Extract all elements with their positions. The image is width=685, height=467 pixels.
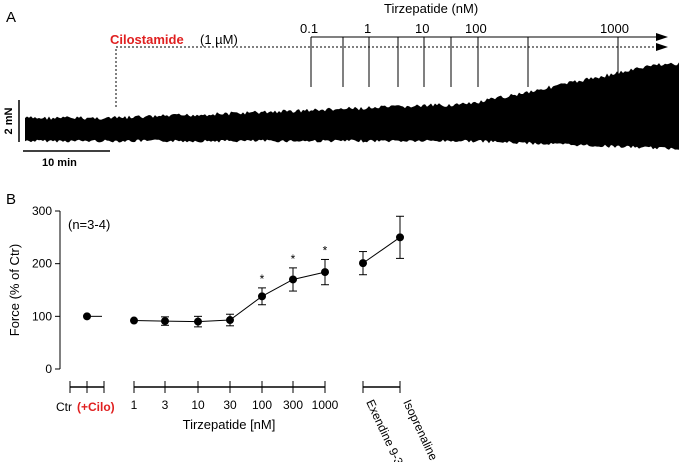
data-point — [194, 317, 202, 326]
tirzepatide-axis-label: Tirzepatide [nM] — [183, 417, 276, 432]
x-tick-label: 30 — [223, 398, 237, 412]
x-tick-label: 3 — [162, 398, 169, 412]
force-trace — [25, 62, 679, 150]
exendine-label: Exendine 9-39 — [363, 397, 409, 462]
data-point — [161, 317, 169, 326]
series-line — [362, 236, 401, 264]
y-tick-label: 100 — [32, 309, 52, 323]
series-exendine-isoprenaline — [359, 215, 404, 276]
x-tick-label: 1000 — [312, 398, 339, 412]
x-axes: 1 3 10 30 100 300 1000 — [69, 381, 401, 412]
tick-label-1: 1 — [364, 21, 371, 36]
x-tick-label: 300 — [283, 398, 303, 412]
y-axis-label: Force (% of Ctr) — [7, 244, 22, 336]
data-point — [396, 233, 404, 242]
cilostamide-label: Cilostamide — [110, 32, 184, 47]
cilostamide-dashed-line — [115, 46, 656, 107]
significance-star: * — [291, 252, 296, 266]
y-tick-label: 300 — [32, 204, 52, 218]
cilostamide-conc: (1 µM) — [200, 32, 238, 47]
significance-star: * — [323, 243, 328, 257]
tirzepatide-arrowhead — [656, 33, 668, 41]
x-tick-label: 10 — [191, 398, 205, 412]
cilo-label: (+Cilo) — [77, 400, 115, 414]
series-ctr — [83, 312, 102, 321]
panel-a-label: A — [6, 9, 16, 26]
data-point — [321, 268, 329, 277]
time-scale-label: 10 min — [42, 157, 77, 169]
x-tick-label: 100 — [252, 398, 272, 412]
n-note: (n=3-4) — [68, 217, 110, 232]
tick-label-10: 10 — [415, 21, 429, 36]
y-tick-label: 200 — [32, 257, 52, 271]
tick-label-1000: 1000 — [600, 21, 629, 36]
data-point — [289, 275, 297, 284]
data-point — [359, 259, 367, 268]
data-point — [226, 316, 234, 325]
data-point — [130, 316, 138, 325]
cilostamide-arrowhead — [656, 43, 668, 51]
data-point — [258, 292, 266, 301]
y-tick-label: 0 — [45, 362, 52, 376]
force-scale-label: 2 mN — [3, 107, 15, 134]
series-tirzepatide: * * * — [130, 243, 329, 328]
tirzepatide-tick-labels: 0.1 1 10 100 1000 — [300, 21, 629, 36]
addition-markers — [310, 37, 619, 87]
isoprenaline-label: Isoprenaline — [400, 397, 440, 462]
tick-label-0-1: 0.1 — [300, 21, 318, 36]
tirzepatide-title: Tirzepatide (nM) — [384, 1, 478, 16]
ctr-label: Ctr — [56, 400, 72, 414]
tick-label-100: 100 — [465, 21, 487, 36]
y-ticks: 0 100 200 300 — [32, 204, 60, 376]
x-tick-label: 1 — [131, 398, 138, 412]
significance-star: * — [260, 272, 265, 286]
panel-b-label: B — [6, 191, 16, 208]
